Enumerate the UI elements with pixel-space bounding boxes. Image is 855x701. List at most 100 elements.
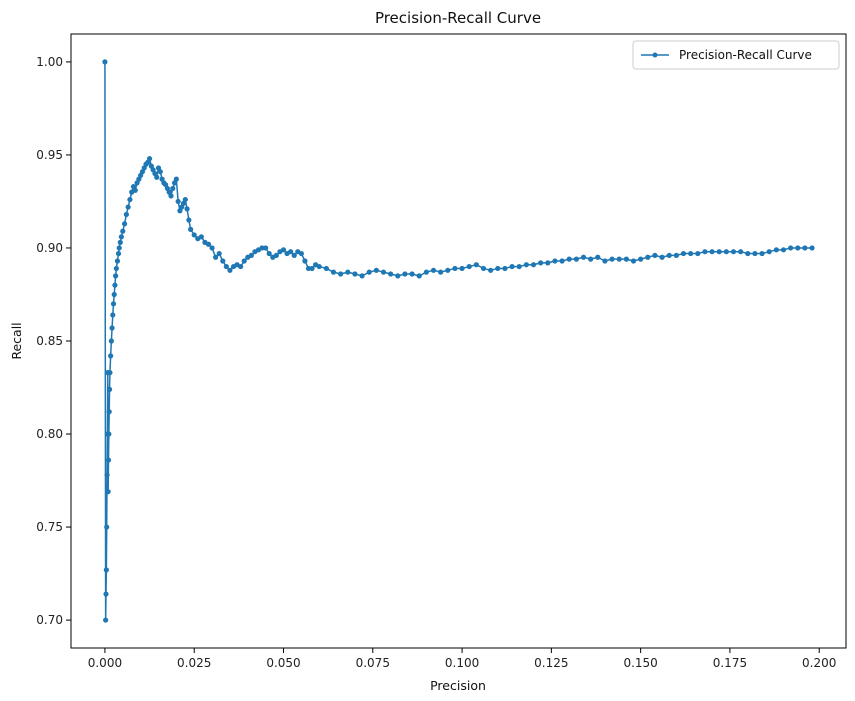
data-point [452, 265, 458, 272]
data-point [106, 431, 112, 437]
data-point [113, 273, 119, 279]
data-point [118, 234, 124, 240]
data-point [638, 256, 644, 262]
data-point [445, 267, 451, 273]
x-axis-label: Precision [430, 678, 486, 693]
data-point [559, 258, 565, 264]
data-point [666, 252, 672, 259]
data-point [305, 265, 312, 272]
data-point [302, 258, 308, 264]
data-point [595, 254, 601, 260]
data-point [316, 263, 322, 270]
data-point [104, 524, 110, 530]
data-point [184, 206, 190, 212]
data-point [238, 263, 244, 270]
data-point [345, 269, 351, 275]
y-tick-label: 1.00 [36, 55, 63, 69]
data-point [573, 256, 579, 262]
data-point [105, 489, 111, 495]
data-point [502, 265, 508, 272]
data-point [120, 228, 126, 234]
data-point [730, 249, 737, 255]
data-point [188, 226, 194, 232]
data-point [115, 250, 122, 257]
data-point [112, 282, 118, 288]
x-tick-label: 0.200 [802, 656, 836, 670]
y-tick-label: 0.90 [36, 241, 63, 255]
data-point [466, 263, 472, 270]
data-point [191, 232, 197, 238]
data-point [273, 252, 279, 259]
data-point [280, 247, 287, 253]
data-point [673, 252, 679, 259]
data-point [738, 249, 744, 255]
data-point [530, 262, 537, 268]
data-point [227, 267, 233, 273]
data-point [263, 245, 269, 251]
data-point [523, 262, 529, 268]
data-point [132, 187, 138, 193]
data-point [545, 260, 551, 266]
data-point [352, 271, 358, 277]
data-point [766, 249, 772, 255]
data-point [266, 250, 272, 257]
data-point [409, 271, 415, 277]
data-point [323, 265, 329, 272]
data-point [645, 254, 651, 260]
data-point [223, 263, 229, 270]
data-point [423, 269, 429, 275]
data-point [695, 250, 701, 257]
data-point [709, 249, 715, 255]
data-point [809, 245, 815, 251]
data-point [309, 265, 315, 272]
data-point [566, 256, 572, 262]
data-point [205, 241, 212, 247]
data-point [121, 221, 128, 227]
data-point [716, 249, 722, 255]
data-point [127, 196, 133, 203]
data-point [113, 265, 119, 272]
x-tick-label: 0.100 [445, 656, 479, 670]
data-point [338, 271, 344, 277]
series-layer [102, 59, 815, 623]
data-point [106, 409, 112, 415]
data-point [116, 245, 122, 251]
data-point [198, 234, 204, 240]
data-point [588, 256, 594, 262]
data-point [380, 269, 387, 275]
data-point [154, 174, 160, 180]
x-tick-label: 0.050 [266, 656, 300, 670]
x-tick-label: 0.000 [88, 656, 122, 670]
x-tick-label: 0.075 [356, 656, 390, 670]
data-point [623, 256, 629, 262]
data-point [723, 249, 729, 255]
data-point [288, 249, 294, 255]
data-point [495, 265, 501, 272]
data-point [752, 250, 758, 257]
data-point [373, 267, 379, 273]
data-point [630, 258, 637, 264]
data-point [702, 249, 708, 255]
x-tick-label: 0.175 [713, 656, 747, 670]
data-point [213, 254, 219, 260]
data-point [388, 271, 394, 277]
data-point [259, 245, 265, 251]
data-point [416, 273, 422, 279]
data-point [659, 254, 665, 260]
data-point [538, 260, 544, 266]
data-point [107, 370, 113, 376]
y-tick-label: 0.75 [36, 520, 63, 534]
data-point [802, 245, 808, 251]
y-tick-label: 0.80 [36, 427, 63, 441]
data-point [108, 353, 114, 359]
data-point [580, 254, 587, 260]
data-point [298, 250, 304, 257]
data-point [602, 258, 608, 264]
y-tick-label: 0.85 [36, 334, 63, 348]
data-point [103, 591, 109, 597]
data-point [248, 252, 254, 259]
data-point [182, 196, 188, 203]
x-axis-ticks: 0.000 0.025 0.050 0.075 0.100 0.125 0.150 0.175… [88, 648, 836, 670]
